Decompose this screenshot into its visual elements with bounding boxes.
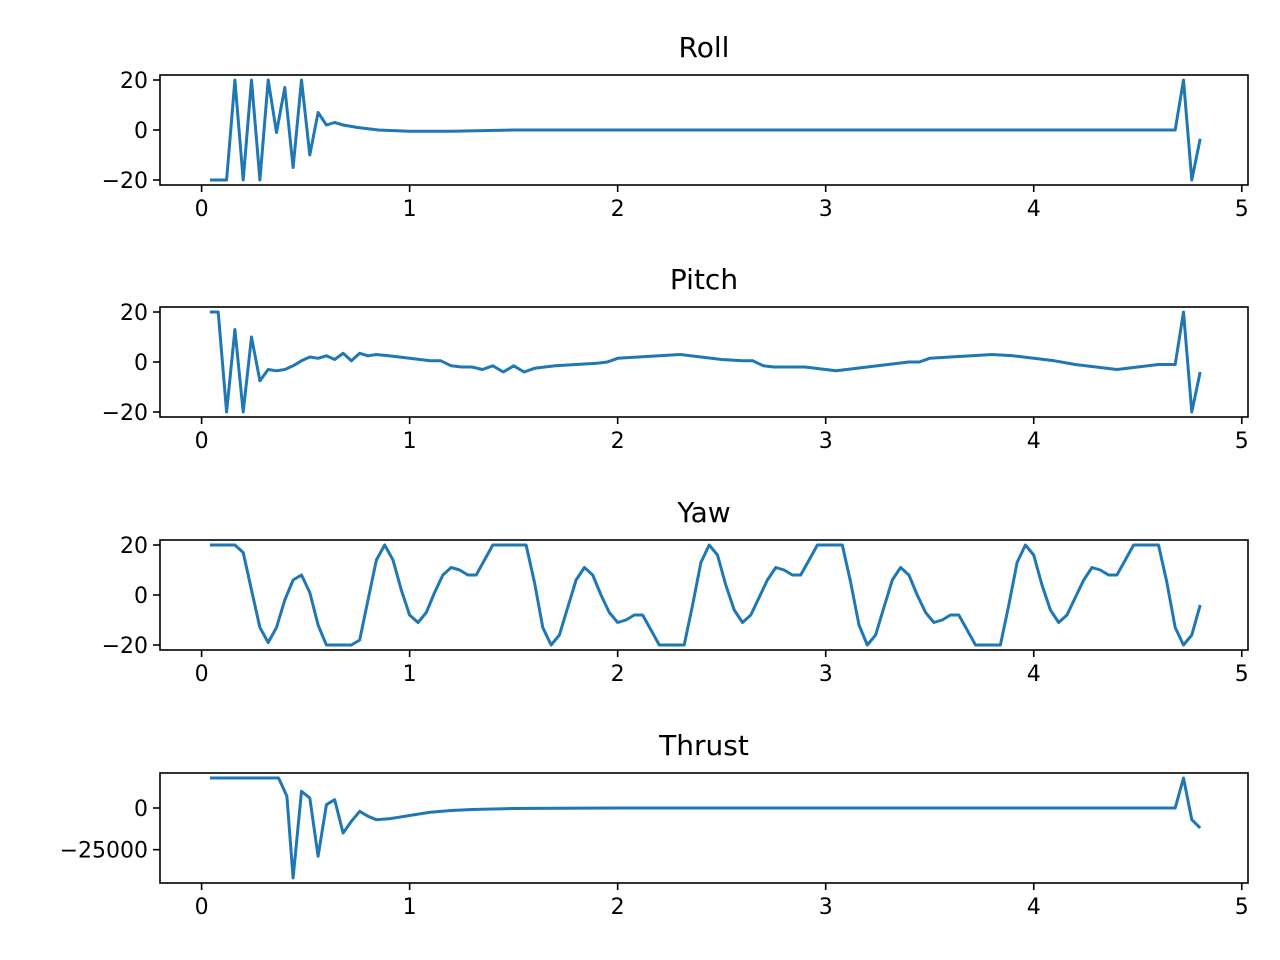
thrust-y-tick-label: 0: [134, 797, 148, 822]
roll-y-tick-label: 0: [134, 119, 148, 144]
pitch-y-tick-label: 0: [134, 351, 148, 376]
yaw-title: Yaw: [676, 496, 730, 529]
thrust-axes-frame: [159, 772, 1249, 884]
pitch-series-line: [209, 310, 1202, 414]
thrust-x-tick-label: 3: [819, 895, 833, 920]
pitch-x-tick-label: 3: [819, 429, 833, 454]
yaw-x-tick-label: 5: [1235, 662, 1249, 687]
thrust-x-tick-label: 5: [1235, 895, 1249, 920]
yaw-y-tick-label: 20: [120, 534, 148, 559]
roll-y-tick-label: −20: [102, 169, 148, 194]
yaw-x-tick-label: 2: [611, 662, 625, 687]
roll-x-tick-label: 1: [403, 197, 417, 222]
pitch-x-tick-label: 5: [1235, 429, 1249, 454]
thrust-x-tick-label: 1: [403, 895, 417, 920]
roll-x-tick-label: 5: [1235, 197, 1249, 222]
roll-title: Roll: [679, 31, 730, 64]
thrust-x-tick-label: 4: [1027, 895, 1041, 920]
pitch-x-tick-label: 4: [1027, 429, 1041, 454]
yaw-y-tick-label: 0: [134, 584, 148, 609]
thrust-series-line: [209, 776, 1202, 880]
roll-y-tick-label: 20: [120, 69, 148, 94]
pitch-title: Pitch: [670, 263, 738, 296]
thrust-title: Thrust: [658, 729, 749, 762]
thrust-x-tick-label: 0: [195, 895, 209, 920]
roll-x-tick-label: 0: [195, 197, 209, 222]
thrust-subplot: Thrust 0 1 2 3 4 5 −25000 0: [60, 729, 1249, 920]
yaw-x-tick-label: 1: [403, 662, 417, 687]
pitch-y-tick-label: −20: [102, 401, 148, 426]
yaw-x-tick-label: 3: [819, 662, 833, 687]
yaw-series-line: [209, 543, 1202, 647]
yaw-y-tick-label: −20: [102, 634, 148, 659]
roll-subplot: Roll 0 1 2 3 4 5 −20 0 20: [102, 31, 1249, 222]
thrust-x-tick-label: 2: [611, 895, 625, 920]
yaw-x-tick-label: 4: [1027, 662, 1041, 687]
yaw-subplot: Yaw 0 1 2 3 4 5 −20 0 20: [102, 496, 1249, 687]
roll-x-tick-label: 3: [819, 197, 833, 222]
roll-series-line: [209, 78, 1202, 182]
roll-x-tick-label: 4: [1027, 197, 1041, 222]
pitch-x-tick-label: 2: [611, 429, 625, 454]
pitch-x-tick-label: 1: [403, 429, 417, 454]
thrust-y-tick-label: −25000: [60, 839, 148, 864]
pitch-x-tick-label: 0: [195, 429, 209, 454]
pitch-subplot: Pitch 0 1 2 3 4 5 −20 0 20: [102, 263, 1249, 454]
yaw-x-tick-label: 0: [195, 662, 209, 687]
roll-x-tick-label: 2: [611, 197, 625, 222]
pitch-y-tick-label: 20: [120, 301, 148, 326]
